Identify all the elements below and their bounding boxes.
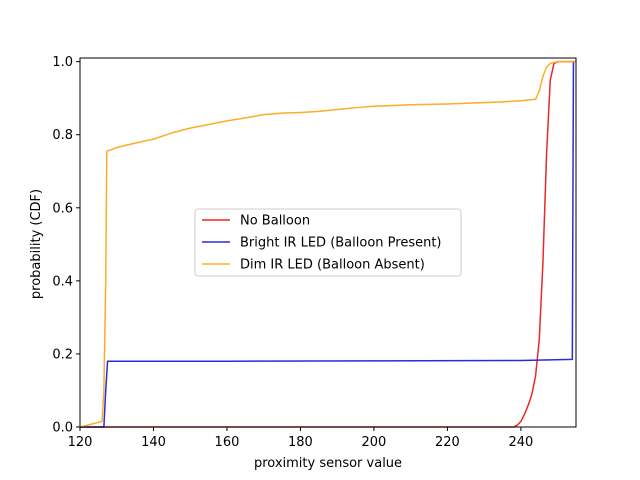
x-tick-label: 220: [435, 435, 460, 450]
y-tick-label: 0.6: [52, 201, 73, 216]
x-tick-label: 160: [215, 435, 240, 450]
x-tick-label: 200: [362, 435, 387, 450]
x-tick-label: 180: [288, 435, 313, 450]
x-tick-label: 140: [141, 435, 166, 450]
y-tick-label: 0.4: [52, 274, 73, 289]
axes-frame: [79, 57, 577, 428]
axes: 120 140 160 180 200 220 240 0.0 0.2 0.4 0.6 0.8 1.0: [52, 55, 577, 450]
y-tick-label: 1.0: [52, 55, 73, 70]
y-axis-label: probability (CDF): [29, 189, 44, 299]
series-line-0: [80, 60, 576, 428]
legend-box: [194, 208, 462, 277]
legend-label-0: No Balloon: [240, 214, 310, 229]
plot-area: [79, 60, 576, 428]
series-line-1: [80, 60, 576, 428]
x-tick-label: 120: [68, 435, 93, 450]
y-tick-label: 0.2: [52, 347, 73, 362]
x-axis-label: proximity sensor value: [254, 456, 402, 471]
legend-label-1: Bright IR LED (Balloon Present): [240, 236, 442, 251]
series-line-2: [79, 60, 576, 428]
x-tick-label: 240: [508, 435, 533, 450]
y-tick-label: 0.0: [52, 421, 73, 436]
y-tick-label: 0.8: [52, 128, 73, 143]
legend: No Balloon Bright IR LED (Balloon Present…: [194, 208, 462, 277]
legend-label-2: Dim IR LED (Balloon Absent): [240, 258, 425, 273]
